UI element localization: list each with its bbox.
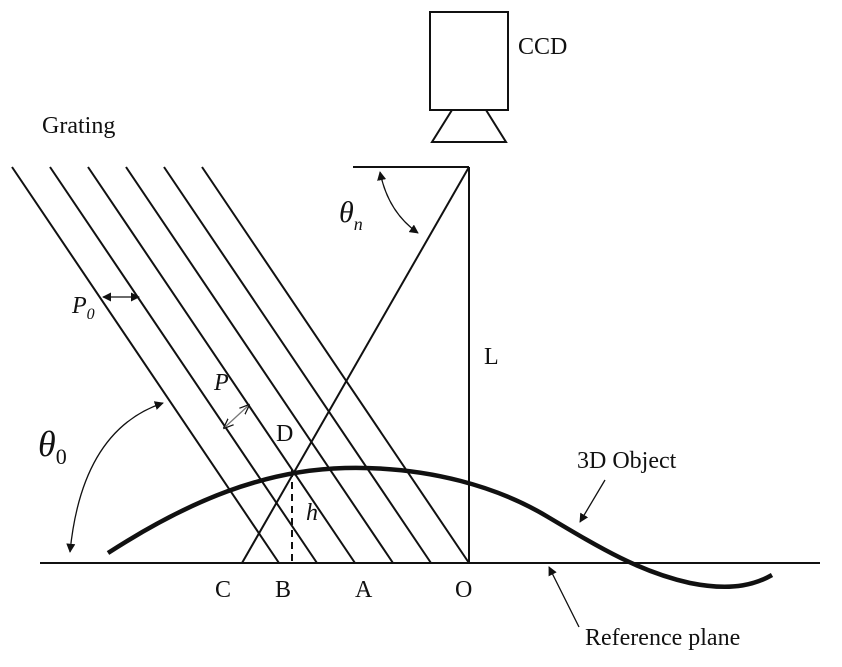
ccd-label: CCD — [518, 34, 567, 60]
point-a-label: A — [355, 577, 373, 603]
object-pointer-arrow — [579, 479, 606, 523]
theta-n-label: θn — [339, 196, 363, 234]
l-label: L — [484, 344, 499, 370]
reference-plane-pointer-arrow — [548, 566, 580, 628]
grating-line — [49, 166, 318, 564]
ccd-camera — [429, 11, 509, 143]
grating-line — [11, 166, 280, 564]
d-label: D — [276, 421, 293, 447]
grating-line — [87, 166, 356, 564]
ccd-lens — [430, 109, 508, 143]
theta-0-arc — [66, 401, 164, 553]
ccd-body — [429, 11, 509, 111]
object-label: 3D Object — [577, 448, 677, 474]
reference-plane-label: Reference plane — [585, 625, 740, 651]
grating-line — [163, 166, 432, 564]
grating-line — [201, 166, 470, 564]
theta-0-label: θ0 — [38, 424, 67, 469]
p-width-arrow — [224, 405, 249, 428]
p-label: P — [213, 370, 229, 396]
grating-line — [125, 166, 394, 564]
grating-lines — [11, 166, 470, 564]
point-c-label: C — [215, 577, 231, 603]
point-b-label: B — [275, 577, 291, 603]
h-label: h — [306, 500, 318, 526]
grating-label: Grating — [42, 113, 115, 139]
theta-n-arc — [377, 171, 419, 234]
camera-ray — [241, 166, 470, 564]
object-surface-curve — [106, 465, 774, 590]
point-o-label: O — [455, 577, 472, 603]
p0-label: P0 — [71, 293, 95, 323]
